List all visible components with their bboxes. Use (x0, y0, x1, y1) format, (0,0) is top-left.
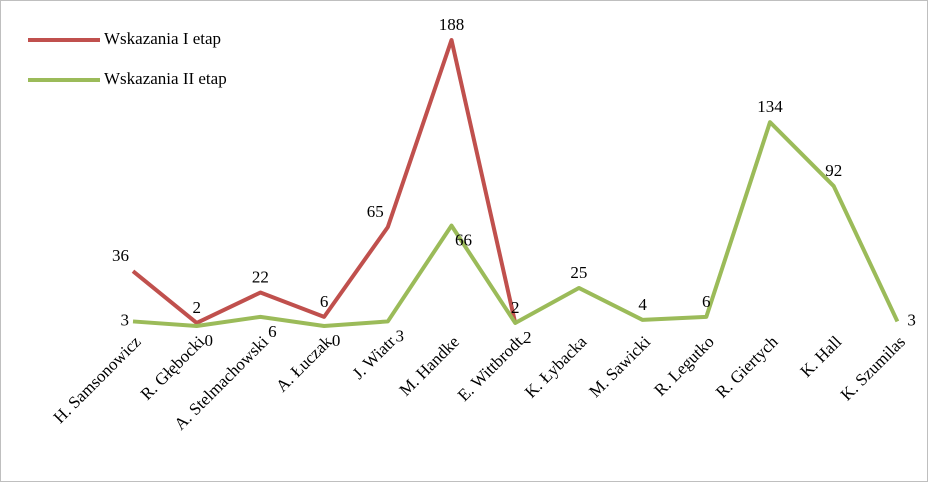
series-line (131, 38, 518, 325)
data-label: 6 (702, 292, 711, 311)
legend-label: Wskazania II etap (104, 69, 227, 88)
data-label: 188 (439, 15, 465, 34)
data-label: 36 (112, 246, 129, 265)
data-label: 6 (268, 322, 277, 341)
data-label: 0 (332, 331, 341, 350)
data-label: 134 (757, 97, 783, 116)
data-label: 0 (204, 331, 213, 350)
data-label: 2 (511, 298, 520, 317)
data-label: 3 (121, 310, 130, 329)
data-label: 22 (252, 267, 269, 286)
data-label: 2 (523, 328, 532, 347)
data-label: 6 (320, 292, 329, 311)
legend-label: Wskazania I etap (104, 29, 221, 48)
data-label: 92 (825, 161, 842, 180)
data-label: 3 (907, 310, 916, 329)
data-label: 4 (638, 295, 647, 314)
data-label: 2 (192, 298, 201, 317)
data-label: 66 (455, 231, 472, 250)
data-label: 3 (396, 326, 405, 345)
series-line (132, 120, 900, 328)
data-label: 65 (367, 202, 384, 221)
data-label: 25 (570, 263, 587, 282)
